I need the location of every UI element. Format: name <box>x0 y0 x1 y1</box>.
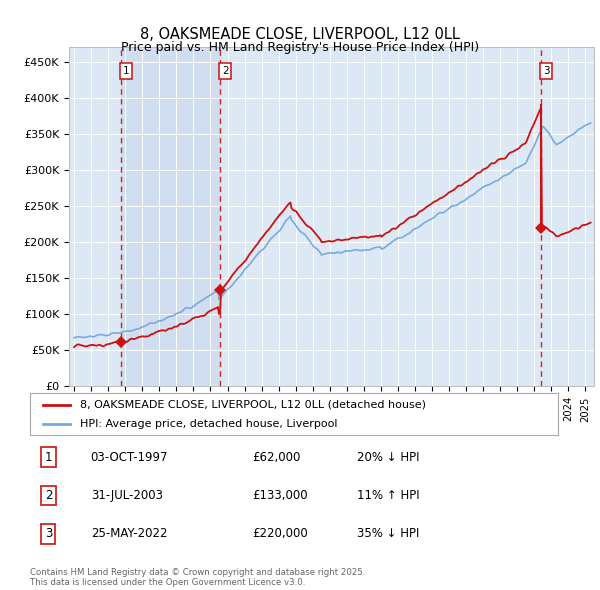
Text: £220,000: £220,000 <box>252 527 308 540</box>
Text: 2: 2 <box>222 66 229 76</box>
Text: 20% ↓ HPI: 20% ↓ HPI <box>358 451 420 464</box>
Text: 25-MAY-2022: 25-MAY-2022 <box>91 527 167 540</box>
Text: 1: 1 <box>122 66 130 76</box>
Text: HPI: Average price, detached house, Liverpool: HPI: Average price, detached house, Live… <box>80 419 338 429</box>
Text: 3: 3 <box>543 66 550 76</box>
Text: Contains HM Land Registry data © Crown copyright and database right 2025.
This d: Contains HM Land Registry data © Crown c… <box>30 568 365 587</box>
Text: 1: 1 <box>45 451 52 464</box>
Text: 8, OAKSMEADE CLOSE, LIVERPOOL, L12 0LL: 8, OAKSMEADE CLOSE, LIVERPOOL, L12 0LL <box>140 27 460 41</box>
Text: 8, OAKSMEADE CLOSE, LIVERPOOL, L12 0LL (detached house): 8, OAKSMEADE CLOSE, LIVERPOOL, L12 0LL (… <box>80 400 426 410</box>
Text: £133,000: £133,000 <box>252 489 307 502</box>
Text: 11% ↑ HPI: 11% ↑ HPI <box>358 489 420 502</box>
Text: 35% ↓ HPI: 35% ↓ HPI <box>358 527 420 540</box>
Text: £62,000: £62,000 <box>252 451 300 464</box>
Text: 3: 3 <box>45 527 52 540</box>
Text: 2: 2 <box>45 489 52 502</box>
Text: 03-OCT-1997: 03-OCT-1997 <box>91 451 168 464</box>
Text: 31-JUL-2003: 31-JUL-2003 <box>91 489 163 502</box>
Text: Price paid vs. HM Land Registry's House Price Index (HPI): Price paid vs. HM Land Registry's House … <box>121 41 479 54</box>
Bar <box>121 47 220 386</box>
